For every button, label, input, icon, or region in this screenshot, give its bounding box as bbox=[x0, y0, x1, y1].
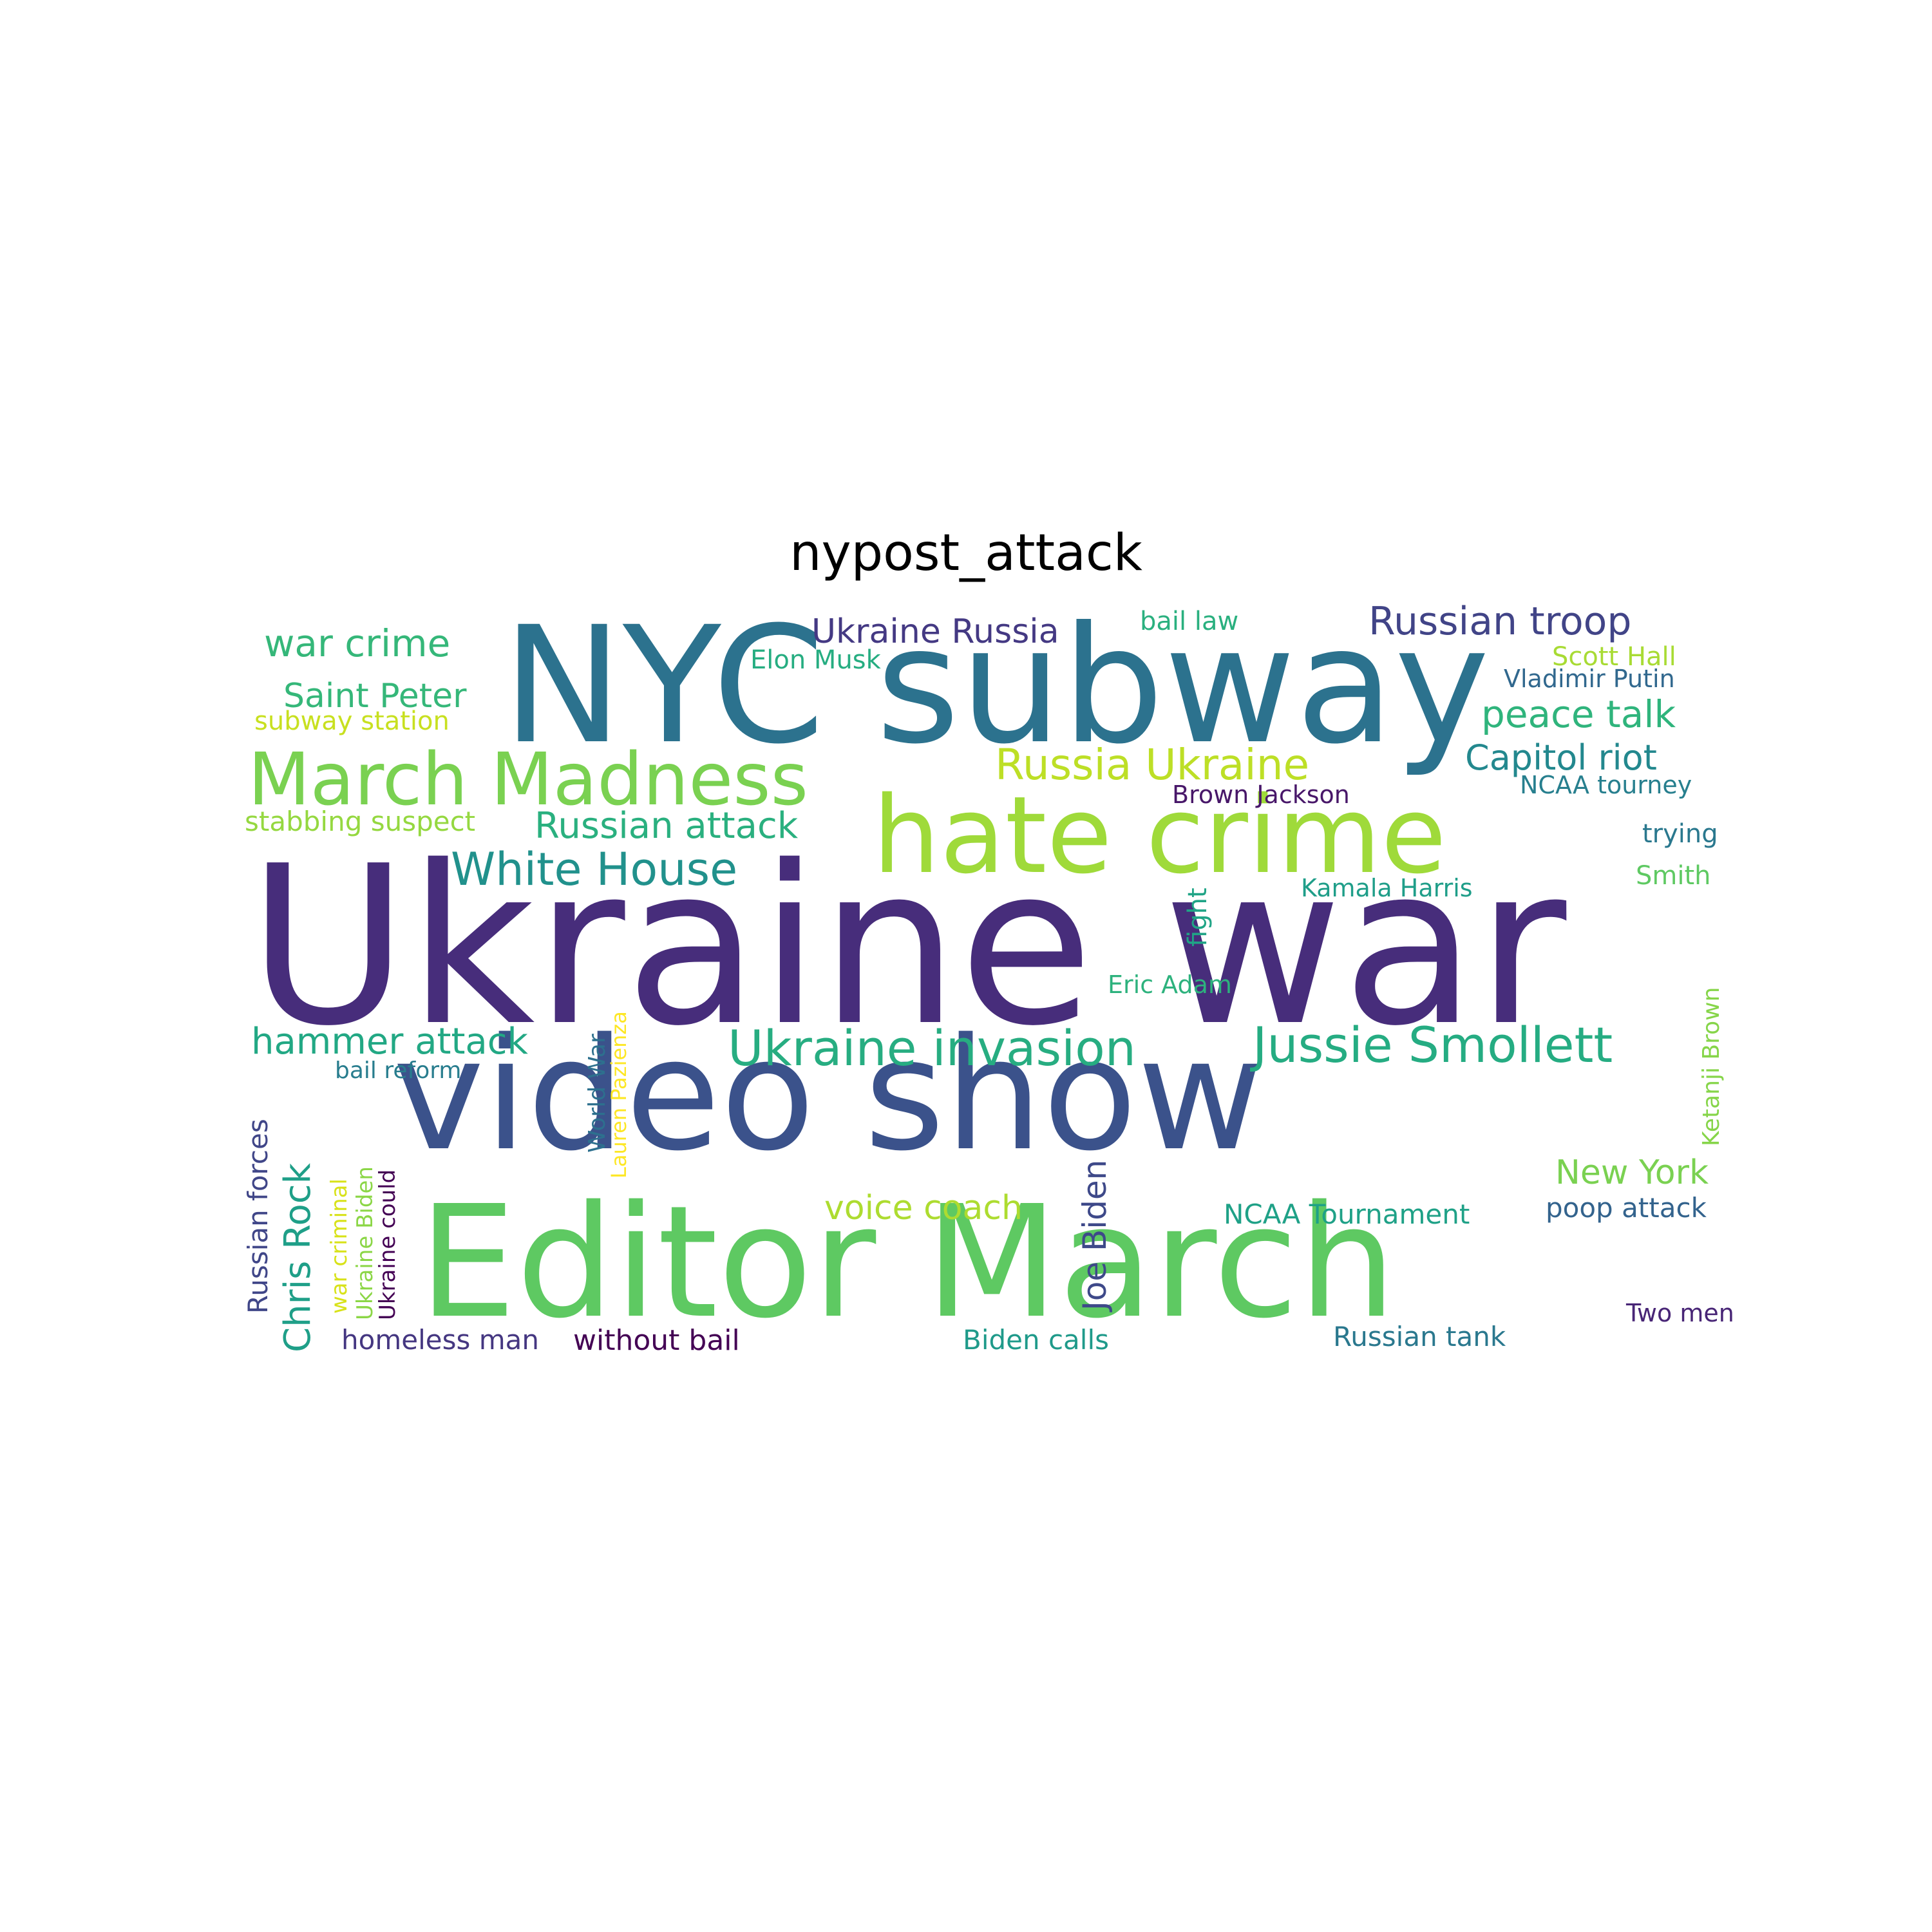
word-cloud-term: Ketanji Brown bbox=[1698, 987, 1725, 1146]
word-cloud-term: war crime bbox=[264, 621, 451, 665]
word-cloud-term: Russian attack bbox=[535, 805, 799, 847]
word-cloud-term: Scott Hall bbox=[1552, 642, 1676, 672]
word-cloud-term: peace talk bbox=[1481, 692, 1676, 736]
word-cloud-term: Eric Adam bbox=[1108, 971, 1232, 999]
word-cloud-term: NCAA tourney bbox=[1520, 771, 1692, 799]
word-cloud-term: Smith bbox=[1636, 861, 1711, 891]
word-cloud-term: Jussie Smollett bbox=[1253, 1016, 1613, 1074]
word-cloud-term: stabbing suspect bbox=[245, 806, 476, 837]
word-cloud-term: Editor March bbox=[419, 1172, 1397, 1352]
word-cloud-term: Russian troop bbox=[1368, 599, 1632, 644]
word-cloud-term: Ukraine Biden bbox=[352, 1166, 378, 1320]
word-cloud-term: Russian forces bbox=[242, 1119, 274, 1314]
word-cloud-term: hate crime bbox=[873, 773, 1446, 897]
word-cloud-term: Ukraine war bbox=[248, 819, 1567, 1074]
word-cloud-term: voice coach bbox=[824, 1189, 1023, 1227]
word-cloud-term: poop attack bbox=[1546, 1192, 1707, 1224]
word-cloud-term: war criminal bbox=[327, 1179, 352, 1314]
word-cloud-term: Kamala Harris bbox=[1301, 874, 1473, 902]
word-cloud-term: without bail bbox=[573, 1324, 740, 1357]
word-cloud-term: Lauren Pazienza bbox=[607, 1011, 631, 1179]
word-cloud-term: fight bbox=[1183, 887, 1213, 947]
word-cloud-term: Elon Musk bbox=[750, 645, 881, 675]
word-cloud-term: NCAA Tournament bbox=[1224, 1198, 1470, 1230]
word-cloud-term: Russia Ukraine bbox=[995, 740, 1310, 790]
word-cloud-term: Saint Peter bbox=[283, 677, 467, 715]
figure-title: nypost_attack bbox=[790, 524, 1142, 582]
word-cloud-term: Biden calls bbox=[963, 1324, 1110, 1356]
word-cloud-term: homeless man bbox=[341, 1324, 539, 1356]
word-cloud-term: bail reform bbox=[335, 1057, 462, 1084]
word-cloud-term: bail law bbox=[1140, 607, 1239, 636]
word-cloud-term: Brown Jackson bbox=[1172, 781, 1350, 809]
word-cloud-term: Ukraine Russia bbox=[811, 612, 1059, 651]
word-cloud-term: March Madness bbox=[248, 738, 808, 822]
word-cloud-term: subway station bbox=[254, 706, 450, 736]
word-cloud-term: New York bbox=[1555, 1153, 1709, 1192]
word-cloud-term: Chris Rock bbox=[277, 1162, 319, 1352]
word-cloud-term: World War bbox=[584, 1034, 611, 1153]
word-cloud-term: NYC subway bbox=[502, 592, 1490, 779]
word-cloud-term: hammer attack bbox=[251, 1021, 528, 1063]
word-cloud-term: Ukraine invasion bbox=[728, 1019, 1136, 1077]
word-cloud-term: Russian tank bbox=[1333, 1321, 1506, 1352]
word-cloud-term: Ukraine could bbox=[375, 1169, 401, 1320]
word-cloud-term: Vladimir Putin bbox=[1504, 665, 1675, 693]
word-cloud-term: White House bbox=[451, 843, 738, 896]
word-cloud-term: Two men bbox=[1626, 1299, 1734, 1327]
word-cloud-term: Capitol riot bbox=[1465, 737, 1657, 778]
word-cloud-term: Joe Biden bbox=[1076, 1159, 1113, 1311]
word-cloud-term: trying bbox=[1642, 819, 1718, 849]
word-cloud-term: video show bbox=[393, 1005, 1264, 1185]
